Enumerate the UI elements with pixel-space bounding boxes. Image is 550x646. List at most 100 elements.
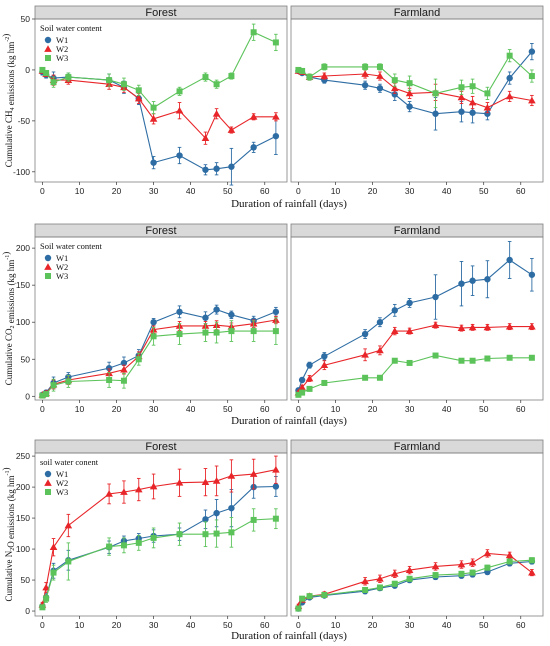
panel-frame: [34, 452, 288, 617]
data-point: [150, 319, 157, 326]
series-line: [298, 54, 533, 95]
data-point: [249, 470, 258, 477]
data-point: [150, 534, 157, 541]
series-line: [297, 259, 533, 391]
data-point: [65, 378, 72, 385]
legend-title: Soil water content: [40, 23, 102, 33]
data-point: [135, 539, 142, 546]
data-point: [484, 110, 491, 117]
data-point: [50, 382, 57, 389]
data-point: [483, 103, 492, 111]
data-point: [321, 591, 328, 598]
facet-label: Farmland: [394, 7, 440, 19]
series-w1: [295, 43, 536, 131]
y-tick-label: -50: [18, 116, 31, 126]
panel-farmland: Farmland 0 10 20 30 40 50 60: [290, 223, 544, 414]
series-w1: [39, 475, 280, 610]
data-point: [228, 504, 235, 512]
x-tick-label: 60: [516, 186, 526, 196]
data-point: [299, 67, 306, 74]
legend-marker: [45, 273, 51, 279]
data-point: [391, 580, 398, 587]
data-point: [212, 109, 221, 117]
data-point: [39, 604, 46, 611]
x-axis-title: Duration of rainfall (days): [231, 415, 347, 427]
data-point: [64, 521, 73, 529]
data-point: [468, 558, 477, 566]
x-tick-label: 20: [112, 186, 122, 196]
data-point: [50, 79, 57, 86]
y-axis-title-part: ): [1, 34, 11, 37]
series-w2: [294, 67, 536, 114]
data-point: [65, 558, 72, 565]
x-tick-label: 30: [405, 404, 415, 414]
data-point: [505, 322, 514, 330]
data-point: [295, 391, 302, 398]
data-point: [483, 323, 492, 331]
series-line: [297, 560, 532, 609]
data-point: [272, 465, 280, 473]
y-axis-title-part: ): [1, 252, 11, 255]
data-point: [228, 163, 235, 170]
data-point: [202, 166, 209, 173]
data-point: [213, 165, 220, 172]
data-point: [42, 583, 50, 591]
y-tick-label: 0: [25, 65, 30, 75]
legend-label: W2: [56, 44, 68, 54]
x-tick-label: 60: [516, 620, 526, 630]
data-point: [361, 330, 369, 338]
data-point: [306, 385, 313, 392]
data-point: [457, 324, 466, 331]
series-w3: [39, 508, 279, 611]
data-point: [432, 293, 439, 301]
data-point: [39, 66, 46, 73]
data-point: [376, 85, 384, 92]
data-point: [135, 87, 142, 94]
y-tick-label: 50: [21, 354, 31, 364]
y-axis-title-part: 2: [10, 548, 16, 551]
data-point: [458, 84, 465, 91]
y-tick-label: 100: [16, 544, 30, 554]
data-point: [295, 605, 302, 612]
series-line: [42, 308, 277, 396]
y-axis-title-part: ): [1, 467, 11, 470]
data-point: [528, 96, 536, 104]
x-tick-label: 50: [479, 620, 489, 630]
x-tick-label: 50: [223, 186, 233, 196]
data-point: [213, 306, 220, 313]
series-w3: [295, 557, 535, 612]
data-point: [120, 377, 127, 384]
data-point: [321, 379, 328, 386]
series-w3: [295, 49, 535, 109]
x-tick-label: 10: [331, 404, 341, 414]
x-tick-label: 20: [368, 186, 378, 196]
panel-frame: [290, 236, 544, 401]
series-w3: [295, 352, 535, 398]
data-point: [65, 74, 72, 81]
data-point: [390, 327, 399, 334]
x-tick-label: 10: [331, 620, 341, 630]
legend-marker: [44, 479, 52, 486]
data-point: [202, 74, 209, 81]
data-point: [176, 88, 183, 95]
x-tick-label: 40: [186, 404, 196, 414]
data-point: [361, 70, 369, 77]
series-line: [42, 31, 277, 109]
data-point: [43, 595, 50, 602]
data-point: [250, 516, 257, 523]
data-point: [484, 90, 491, 97]
legend-marker: [44, 45, 52, 52]
data-point: [528, 73, 535, 80]
data-point: [468, 98, 477, 106]
y-axis-title: Cumulative CH4 emissions (kg hm-2): [1, 34, 16, 168]
data-point: [120, 542, 127, 549]
y-tick-label: 150: [16, 280, 30, 290]
x-tick-label: 10: [75, 404, 85, 414]
x-tick-label: 0: [296, 404, 301, 414]
data-point: [469, 569, 476, 576]
legend-title: Soil water content: [40, 241, 102, 251]
data-point: [43, 391, 50, 398]
data-point: [249, 113, 258, 120]
series-line: [41, 485, 276, 607]
